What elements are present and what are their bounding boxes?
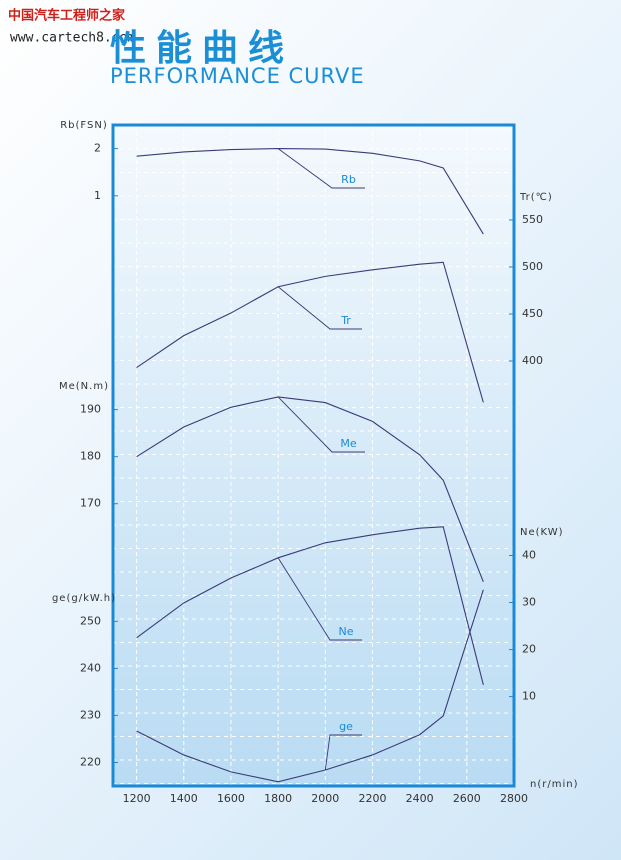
y-tick-label: 20: [522, 643, 536, 656]
x-tick-label: 2400: [406, 792, 434, 805]
series-label: Tr: [340, 314, 351, 327]
leader-line: [277, 396, 365, 453]
x-tick-label: 2600: [453, 792, 481, 805]
y-tick-label: 170: [80, 497, 101, 510]
x-tick-label: 1200: [123, 792, 151, 805]
y-tick-label: 500: [522, 260, 543, 273]
series-label: ge: [339, 720, 353, 733]
axis-title: Tr(℃): [519, 192, 553, 203]
y-tick-label: 10: [522, 690, 536, 703]
y-tick-label: 250: [80, 614, 101, 627]
y-tick-label: 400: [522, 354, 543, 367]
series-line: [136, 148, 484, 235]
x-tick-label: 1600: [217, 792, 245, 805]
y-tick-label: 180: [80, 450, 101, 463]
leader-line: [277, 286, 362, 330]
x-tick-label: 2200: [358, 792, 386, 805]
series-label: Me: [340, 437, 356, 450]
y-tick-label: 450: [522, 307, 543, 320]
site: www.cartech8.com: [10, 31, 135, 46]
axis-title: Me(N.m): [59, 381, 109, 392]
y-tick-label: 230: [80, 708, 101, 721]
leader-line: [277, 148, 365, 189]
axis-title: Rb(FSN): [60, 120, 108, 131]
x-tick-label: 2000: [311, 792, 339, 805]
y-tick-label: 2: [94, 142, 101, 155]
y-tick-label: 40: [522, 548, 536, 561]
y-tick-label: 550: [522, 213, 543, 226]
axis-title: Ne(KW): [520, 527, 564, 538]
watermark: 中国汽车工程师之家: [8, 8, 126, 24]
x-tick-label: 1800: [264, 792, 292, 805]
y-tick-label: 190: [80, 403, 101, 416]
series-label: Rb: [341, 173, 356, 186]
axis-title: ge(g/kW.h): [52, 593, 116, 604]
subtitle: PERFORMANCE CURVE: [110, 64, 365, 88]
plot-grid: [113, 125, 514, 786]
title: 性能曲线: [110, 28, 294, 69]
series-label: Ne: [339, 625, 354, 638]
y-tick-label: 30: [522, 596, 536, 609]
leader-line: [324, 734, 362, 771]
x-axis-label: n(r/min): [530, 779, 578, 790]
y-tick-label: 1: [94, 189, 101, 202]
series-line: [136, 396, 484, 583]
series-line: [136, 526, 484, 685]
leader-line: [277, 557, 362, 641]
y-tick-label: 220: [80, 755, 101, 768]
series-line: [136, 261, 484, 403]
plot-frame: [111, 123, 516, 788]
y-tick-label: 240: [80, 661, 101, 674]
x-tick-label: 2800: [500, 792, 528, 805]
x-tick-label: 1400: [170, 792, 198, 805]
